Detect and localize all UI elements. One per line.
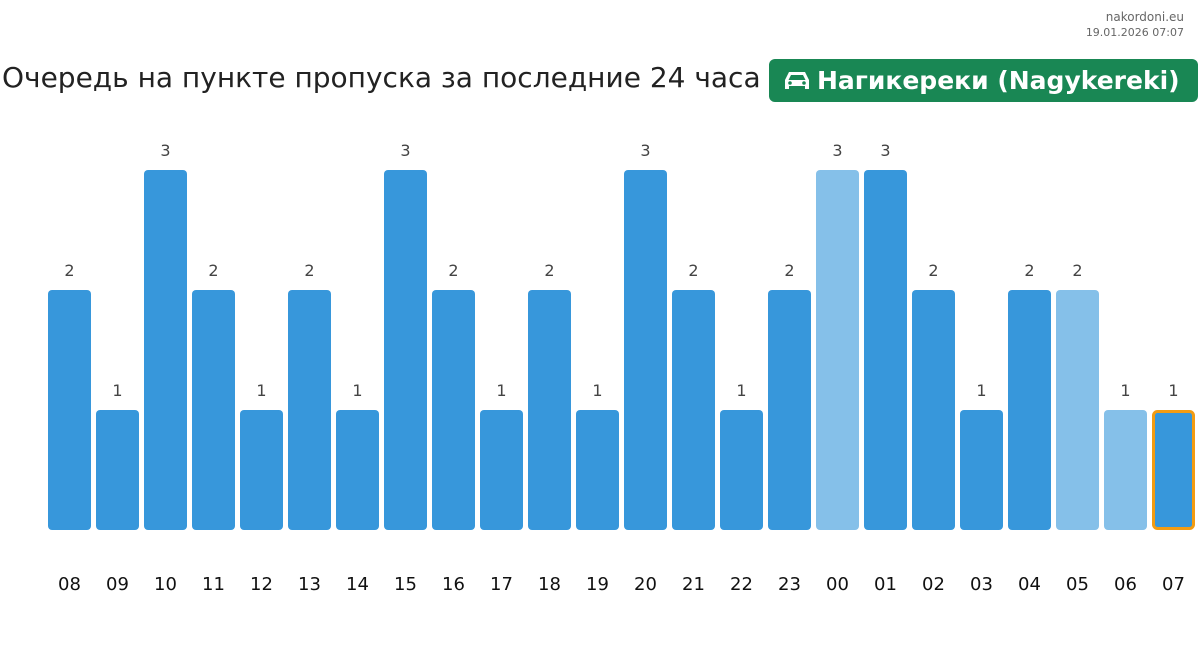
x-tick-13: 13 (298, 574, 321, 595)
value-label-02: 2 (928, 261, 938, 280)
bar-12 (240, 410, 283, 530)
value-label-23: 2 (784, 261, 794, 280)
x-tick-14: 14 (346, 574, 369, 595)
value-label-12: 1 (256, 381, 266, 400)
value-label-07: 1 (1168, 381, 1178, 400)
x-tick-16: 16 (442, 574, 465, 595)
bar-14 (336, 410, 379, 530)
x-tick-09: 09 (106, 574, 129, 595)
x-tick-18: 18 (538, 574, 561, 595)
value-label-03: 1 (976, 381, 986, 400)
value-label-00: 3 (832, 141, 842, 160)
value-label-14: 1 (352, 381, 362, 400)
bar-08 (48, 290, 91, 530)
bar-04 (1008, 290, 1051, 530)
value-label-21: 2 (688, 261, 698, 280)
car-icon (785, 71, 809, 89)
x-tick-10: 10 (154, 574, 177, 595)
x-tick-05: 05 (1066, 574, 1089, 595)
value-label-04: 2 (1024, 261, 1034, 280)
bar-21 (672, 290, 715, 530)
bar-00 (816, 170, 859, 530)
bar-05 (1056, 290, 1099, 530)
x-tick-04: 04 (1018, 574, 1041, 595)
bar-11 (192, 290, 235, 530)
x-tick-11: 11 (202, 574, 225, 595)
x-tick-06: 06 (1114, 574, 1137, 595)
bar-22 (720, 410, 763, 530)
checkpoint-name: Нагикереки (Nagykereki) (817, 66, 1180, 95)
bar-15 (384, 170, 427, 530)
x-tick-17: 17 (490, 574, 513, 595)
x-tick-20: 20 (634, 574, 657, 595)
timestamp: 19.01.2026 07:07 (1085, 26, 1184, 39)
value-label-05: 2 (1072, 261, 1082, 280)
x-tick-01: 01 (874, 574, 897, 595)
chart-title: Очередь на пункте пропуска за последние … (2, 61, 761, 94)
x-tick-03: 03 (970, 574, 993, 595)
bar-06 (1104, 410, 1147, 530)
bar-07 (1152, 410, 1195, 530)
bar-17 (480, 410, 523, 530)
x-tick-07: 07 (1162, 574, 1185, 595)
checkpoint-badge: Нагикереки (Nagykereki) (769, 59, 1198, 102)
value-label-01: 3 (880, 141, 890, 160)
bar-02 (912, 290, 955, 530)
value-label-22: 1 (736, 381, 746, 400)
bar-09 (96, 410, 139, 530)
x-tick-19: 19 (586, 574, 609, 595)
x-tick-12: 12 (250, 574, 273, 595)
bar-19 (576, 410, 619, 530)
value-label-16: 2 (448, 261, 458, 280)
value-label-15: 3 (400, 141, 410, 160)
value-label-10: 3 (160, 141, 170, 160)
x-tick-21: 21 (682, 574, 705, 595)
x-tick-08: 08 (58, 574, 81, 595)
value-label-13: 2 (304, 261, 314, 280)
value-label-18: 2 (544, 261, 554, 280)
value-label-11: 2 (208, 261, 218, 280)
value-label-09: 1 (112, 381, 122, 400)
value-label-17: 1 (496, 381, 506, 400)
bar-13 (288, 290, 331, 530)
bar-03 (960, 410, 1003, 530)
bar-20 (624, 170, 667, 530)
bar-23 (768, 290, 811, 530)
x-tick-22: 22 (730, 574, 753, 595)
value-label-20: 3 (640, 141, 650, 160)
x-tick-00: 00 (826, 574, 849, 595)
x-tick-02: 02 (922, 574, 945, 595)
value-label-19: 1 (592, 381, 602, 400)
x-tick-15: 15 (394, 574, 417, 595)
site-name: nakordoni.eu (1105, 10, 1184, 24)
bar-10 (144, 170, 187, 530)
x-tick-23: 23 (778, 574, 801, 595)
value-label-06: 1 (1120, 381, 1130, 400)
bar-01 (864, 170, 907, 530)
bar-18 (528, 290, 571, 530)
bar-16 (432, 290, 475, 530)
value-label-08: 2 (64, 261, 74, 280)
